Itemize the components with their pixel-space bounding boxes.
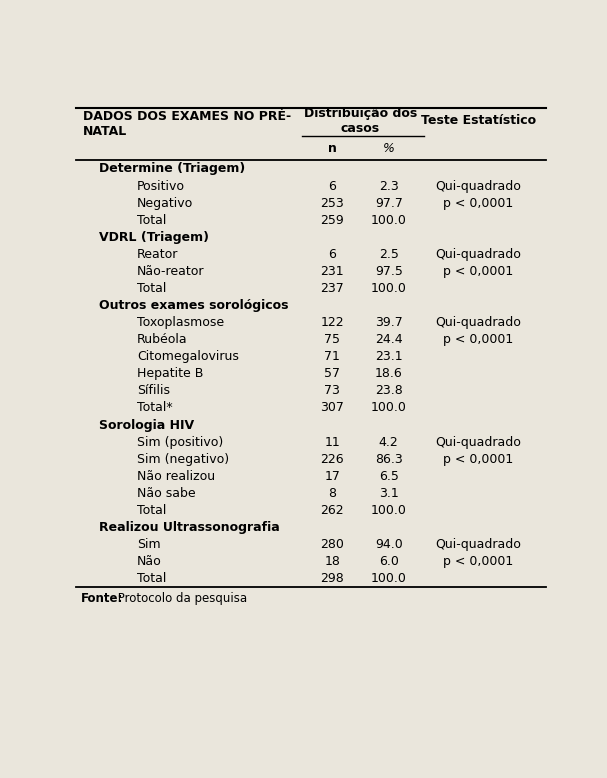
Text: Não realizou: Não realizou xyxy=(137,470,215,483)
Text: n: n xyxy=(328,142,337,155)
Text: p < 0,0001: p < 0,0001 xyxy=(443,333,513,346)
Text: DADOS DOS EXAMES NO PRÉ-
NATAL: DADOS DOS EXAMES NO PRÉ- NATAL xyxy=(83,110,291,138)
Text: 122: 122 xyxy=(320,316,344,329)
Text: Total*: Total* xyxy=(137,401,172,415)
Text: 6.0: 6.0 xyxy=(379,555,399,568)
Text: Sorologia HIV: Sorologia HIV xyxy=(100,419,194,432)
Text: Negativo: Negativo xyxy=(137,197,193,209)
Text: 71: 71 xyxy=(324,350,340,363)
Text: 39.7: 39.7 xyxy=(375,316,402,329)
Text: Total: Total xyxy=(137,214,166,226)
Text: Não sabe: Não sabe xyxy=(137,487,195,499)
Text: 262: 262 xyxy=(320,504,344,517)
Text: Realizou Ultrassonografia: Realizou Ultrassonografia xyxy=(100,521,280,534)
Text: 3.1: 3.1 xyxy=(379,487,399,499)
Text: p < 0,0001: p < 0,0001 xyxy=(443,555,513,568)
Text: VDRL (Triagem): VDRL (Triagem) xyxy=(100,231,209,244)
Text: Sim (positivo): Sim (positivo) xyxy=(137,436,223,449)
Text: 6: 6 xyxy=(328,180,336,192)
Text: Qui-quadrado: Qui-quadrado xyxy=(435,248,521,261)
Text: 97.5: 97.5 xyxy=(375,265,402,278)
Text: Reator: Reator xyxy=(137,248,178,261)
Text: Outros exames sorológicos: Outros exames sorológicos xyxy=(100,299,289,312)
Text: p < 0,0001: p < 0,0001 xyxy=(443,453,513,466)
Text: 94.0: 94.0 xyxy=(375,538,402,551)
Text: Qui-quadrado: Qui-quadrado xyxy=(435,436,521,449)
Text: 17: 17 xyxy=(324,470,340,483)
Text: Qui-quadrado: Qui-quadrado xyxy=(435,538,521,551)
Text: 237: 237 xyxy=(320,282,344,295)
Text: 23.8: 23.8 xyxy=(375,384,402,398)
Text: Não: Não xyxy=(137,555,162,568)
Text: 57: 57 xyxy=(324,367,341,380)
Text: 2.5: 2.5 xyxy=(379,248,399,261)
Text: 4.2: 4.2 xyxy=(379,436,399,449)
Text: Sífilis: Sífilis xyxy=(137,384,170,398)
Text: Rubéola: Rubéola xyxy=(137,333,188,346)
Text: 100.0: 100.0 xyxy=(371,214,407,226)
Text: 100.0: 100.0 xyxy=(371,504,407,517)
Text: Qui-quadrado: Qui-quadrado xyxy=(435,316,521,329)
Text: Hepatite B: Hepatite B xyxy=(137,367,203,380)
Text: 231: 231 xyxy=(320,265,344,278)
Text: 226: 226 xyxy=(320,453,344,466)
Text: Teste Estatístico: Teste Estatístico xyxy=(421,114,535,128)
Text: 100.0: 100.0 xyxy=(371,572,407,585)
Text: 24.4: 24.4 xyxy=(375,333,402,346)
Text: 6.5: 6.5 xyxy=(379,470,399,483)
Text: Total: Total xyxy=(137,504,166,517)
Text: 8: 8 xyxy=(328,487,336,499)
Text: 18: 18 xyxy=(324,555,340,568)
Text: p < 0,0001: p < 0,0001 xyxy=(443,265,513,278)
Text: 2.3: 2.3 xyxy=(379,180,399,192)
Text: 100.0: 100.0 xyxy=(371,282,407,295)
Text: Distribuição dos
casos: Distribuição dos casos xyxy=(304,107,417,135)
Text: Positivo: Positivo xyxy=(137,180,185,192)
Text: 18.6: 18.6 xyxy=(375,367,402,380)
Text: Sim (negativo): Sim (negativo) xyxy=(137,453,229,466)
Text: Protocolo da pesquisa: Protocolo da pesquisa xyxy=(115,592,248,605)
Text: Toxoplasmose: Toxoplasmose xyxy=(137,316,224,329)
Text: Qui-quadrado: Qui-quadrado xyxy=(435,180,521,192)
Text: 97.7: 97.7 xyxy=(375,197,402,209)
Text: 6: 6 xyxy=(328,248,336,261)
Text: 75: 75 xyxy=(324,333,341,346)
Text: 307: 307 xyxy=(320,401,344,415)
Text: 100.0: 100.0 xyxy=(371,401,407,415)
Text: 253: 253 xyxy=(320,197,344,209)
Text: Citomegalovirus: Citomegalovirus xyxy=(137,350,239,363)
Text: 86.3: 86.3 xyxy=(375,453,402,466)
Text: %: % xyxy=(383,142,395,155)
Text: 23.1: 23.1 xyxy=(375,350,402,363)
Text: Total: Total xyxy=(137,282,166,295)
Text: Total: Total xyxy=(137,572,166,585)
Text: 280: 280 xyxy=(320,538,344,551)
Text: 259: 259 xyxy=(320,214,344,226)
Text: Sim: Sim xyxy=(137,538,161,551)
Text: Não-reator: Não-reator xyxy=(137,265,205,278)
Text: 298: 298 xyxy=(320,572,344,585)
Text: 73: 73 xyxy=(324,384,340,398)
Text: 11: 11 xyxy=(324,436,340,449)
Text: p < 0,0001: p < 0,0001 xyxy=(443,197,513,209)
Text: Determine (Triagem): Determine (Triagem) xyxy=(100,163,246,176)
Text: Fonte:: Fonte: xyxy=(81,592,123,605)
